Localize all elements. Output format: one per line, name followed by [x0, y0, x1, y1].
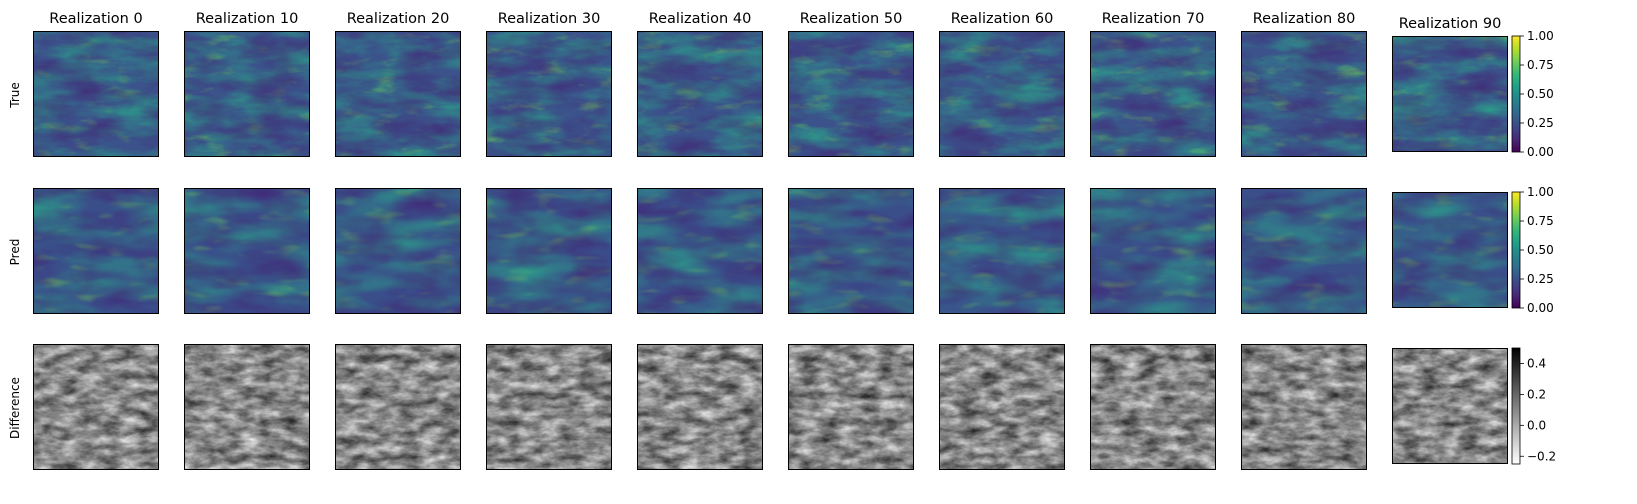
colorbar-tick-label: 0.0	[1527, 418, 1546, 432]
panel-frame	[788, 31, 914, 157]
panel-frame	[1090, 31, 1216, 157]
heatmap-panel-true	[637, 31, 763, 157]
panel-frame	[1392, 348, 1508, 464]
panel-frame	[335, 188, 461, 314]
column-title: Realization 70	[1102, 11, 1205, 27]
heatmap-panel-true	[1392, 36, 1508, 152]
heatmap-panel-difference	[939, 344, 1065, 470]
panel-frame	[939, 188, 1065, 314]
column-title: Realization 80	[1253, 11, 1356, 27]
colorbar-tick-label: 0.00	[1527, 301, 1554, 315]
panel-frame	[637, 344, 763, 470]
colorbar-tick-label: 0.25	[1527, 116, 1554, 130]
panel-frame	[33, 188, 159, 314]
panel-frame	[486, 188, 612, 314]
heatmap-panel-pred	[1392, 192, 1508, 308]
panel-frame	[184, 31, 310, 157]
column-title: Realization 0	[49, 11, 142, 27]
column-title: Realization 40	[649, 11, 752, 27]
panel-frame	[637, 188, 763, 314]
column-title: Realization 20	[347, 11, 450, 27]
heatmap-panel-true	[788, 31, 914, 157]
heatmap-panel-true	[1090, 31, 1216, 157]
column-title: Realization 30	[498, 11, 601, 27]
heatmap-panel-true	[486, 31, 612, 157]
heatmap-panel-pred	[486, 188, 612, 314]
heatmap-panel-difference	[184, 344, 310, 470]
heatmap-panel-true	[939, 31, 1065, 157]
panel-frame	[637, 31, 763, 157]
panel-frame	[1241, 31, 1367, 157]
colorbar-tick-label: 0.4	[1527, 356, 1546, 370]
heatmap-panel-pred	[1241, 188, 1367, 314]
heatmap-panel-difference	[788, 344, 914, 470]
panel-frame	[33, 31, 159, 157]
panel-frame	[184, 344, 310, 470]
heatmap-panel-difference	[1241, 344, 1367, 470]
panel-frame	[1392, 192, 1508, 308]
panel-frame	[184, 188, 310, 314]
row-label-difference: Difference	[8, 377, 22, 439]
panel-frame	[335, 31, 461, 157]
colorbar-tick-label: 1.00	[1527, 29, 1554, 43]
colorbar-tick-label: 0.2	[1527, 387, 1546, 401]
panel-frame	[939, 344, 1065, 470]
colorbar-tick-label: 1.00	[1527, 185, 1554, 199]
column-title: Realization 10	[196, 11, 299, 27]
heatmap-panel-pred	[184, 188, 310, 314]
panel-frame	[1090, 188, 1216, 314]
colorbar-tick-label: 0.50	[1527, 243, 1554, 257]
panel-frame	[1241, 344, 1367, 470]
heatmap-panel-pred	[788, 188, 914, 314]
colorbar-tick-label: 0.75	[1527, 58, 1554, 72]
colorbar-tick-label: 0.75	[1527, 214, 1554, 228]
colorbar-tick-label: −0.2	[1527, 449, 1556, 463]
colorbar-tick-label: 0.25	[1527, 272, 1554, 286]
colorbar-true: 0.00 0.25 0.50 0.75 1.00	[1511, 29, 1554, 159]
column-title: Realization 90	[1399, 16, 1502, 32]
panel-frame	[1090, 344, 1216, 470]
column-title: Realization 50	[800, 11, 903, 27]
row-label-pred: Pred	[8, 239, 22, 266]
heatmap-panel-pred	[939, 188, 1065, 314]
panel-frame	[1392, 36, 1508, 152]
row-label-true: True	[8, 82, 22, 109]
panel-frame	[1241, 188, 1367, 314]
colorbar-tick-label: 0.50	[1527, 87, 1554, 101]
panel-frame	[788, 188, 914, 314]
heatmap-panel-difference	[1090, 344, 1216, 470]
panel-frame	[335, 344, 461, 470]
heatmap-panel-difference	[637, 344, 763, 470]
heatmap-panel-difference	[33, 344, 159, 470]
heatmap-panel-true	[1241, 31, 1367, 157]
panel-frame	[486, 344, 612, 470]
heatmap-panel-difference	[335, 344, 461, 470]
heatmap-panel-pred	[33, 188, 159, 314]
heatmap-panel-difference	[486, 344, 612, 470]
heatmap-panel-true	[184, 31, 310, 157]
heatmap-panel-true	[335, 31, 461, 157]
column-title: Realization 60	[951, 11, 1054, 27]
heatmap-panel-difference	[1392, 348, 1508, 464]
heatmap-panel-pred	[1090, 188, 1216, 314]
panel-frame	[939, 31, 1065, 157]
panel-frame	[486, 31, 612, 157]
panel-frame	[788, 344, 914, 470]
heatmap-panel-pred	[335, 188, 461, 314]
colorbar-pred: 0.00 0.25 0.50 0.75 1.00	[1511, 185, 1554, 315]
panel-frame	[33, 344, 159, 470]
heatmap-panel-true	[33, 31, 159, 157]
heatmap-panel-pred	[637, 188, 763, 314]
colorbar-tick-label: 0.00	[1527, 145, 1554, 159]
colorbar-difference: −0.2 0.0 0.2 0.4	[1511, 347, 1556, 465]
